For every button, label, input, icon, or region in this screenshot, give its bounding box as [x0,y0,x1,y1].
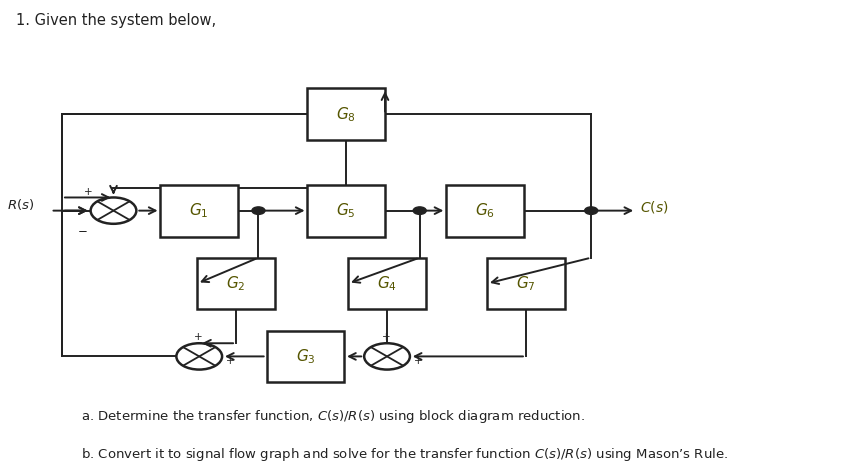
Text: $G_6$: $G_6$ [475,201,495,220]
Text: $+$: $+$ [225,355,235,366]
Text: $G_2$: $G_2$ [226,274,246,293]
Text: $+$: $+$ [84,186,93,197]
Text: $+$: $+$ [381,331,390,342]
Circle shape [413,207,426,214]
Bar [446,185,524,236]
Text: $+$: $+$ [413,355,423,366]
Text: b. Convert it to signal flow graph and solve for the transfer function $C(s)/R(s: b. Convert it to signal flow graph and s… [81,446,728,463]
Bar [267,331,344,382]
Text: $R(s)$: $R(s)$ [7,198,35,212]
Text: $G_7$: $G_7$ [516,274,536,293]
Circle shape [176,343,222,369]
Text: $C(s)$: $C(s)$ [640,199,669,215]
Text: $+$: $+$ [192,331,203,342]
Text: $G_8$: $G_8$ [337,105,356,123]
Bar [487,258,564,309]
Text: $G_4$: $G_4$ [377,274,397,293]
Circle shape [584,207,598,214]
Text: 1. Given the system below,: 1. Given the system below, [16,13,216,28]
Circle shape [364,343,410,369]
Text: a. Determine the transfer function, $C(s)/R(s)$ using block diagram reduction.: a. Determine the transfer function, $C(s… [81,408,585,425]
Bar [349,258,425,309]
Bar [197,258,274,309]
Text: $G_3$: $G_3$ [295,347,315,366]
Bar [307,185,385,236]
Circle shape [91,197,136,224]
Text: $-$: $-$ [77,223,88,236]
Text: $G_5$: $G_5$ [337,201,356,220]
Text: $G_1$: $G_1$ [190,201,209,220]
Circle shape [252,207,265,214]
Bar [307,88,385,140]
Bar [161,185,238,236]
